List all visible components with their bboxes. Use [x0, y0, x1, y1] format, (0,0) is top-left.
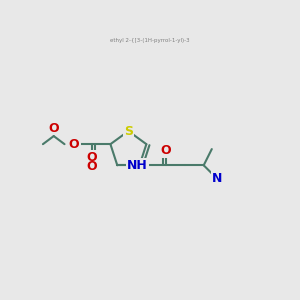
Text: O: O — [86, 160, 97, 173]
Text: O: O — [86, 151, 97, 164]
Text: ethyl 2-{[3-(1H-pyrrol-1-yl)-3: ethyl 2-{[3-(1H-pyrrol-1-yl)-3 — [110, 38, 190, 43]
Text: NH: NH — [127, 159, 148, 172]
Text: N: N — [134, 159, 145, 172]
Text: O: O — [160, 144, 171, 157]
Text: S: S — [124, 124, 133, 138]
Text: O: O — [69, 138, 79, 151]
Text: O: O — [48, 122, 59, 135]
Text: N: N — [212, 172, 222, 185]
